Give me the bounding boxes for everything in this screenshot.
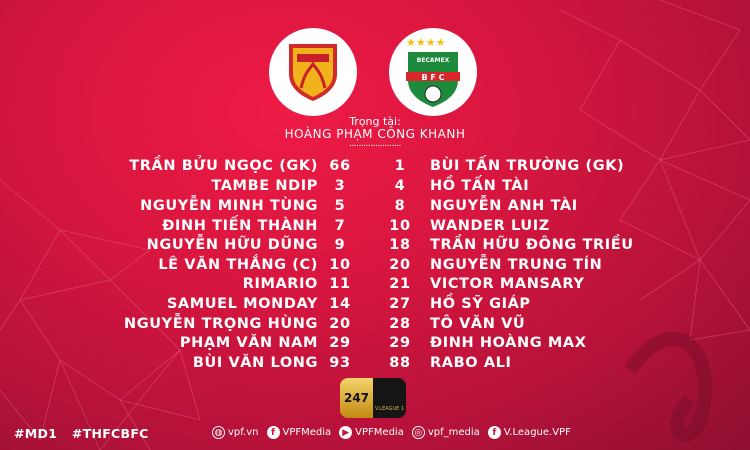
social-link[interactable]: f VPFMedia [266,426,332,439]
home-player-number: 11 [329,276,351,292]
home-player-name: NGUYỄN HỮU DŨNG [146,237,318,253]
home-player-name: RIMARIO [242,276,318,292]
home-player-name: BÙI VĂN LONG [192,355,318,371]
social-links: ◍ vpf.vn f VPFMedia ▶ VPFMedia ◎ vpf_media f V.Le… [212,426,571,439]
lineup-row: TRẦN BỬU NGỌC (GK) 66 1 BÙI TẤN TRƯỜNG (GK) [0,158,750,178]
home-player-number: 66 [329,158,351,174]
away-player-name: BÙI TẤN TRƯỜNG (GK) [430,158,625,174]
svg-text:BECAMEX: BECAMEX [417,57,450,64]
youtube-icon: ▶ [339,426,353,439]
becamex-binh-duong-logo: ★★★★ BECAMEX B F C [406,36,460,107]
globe-icon: ◍ [212,426,225,439]
home-player-name: TAMBE NDIP [211,178,318,194]
away-player-name: HỒ SỸ GIÁP [430,296,531,312]
home-player-name: TRẦN BỬU NGỌC (GK) [129,158,318,174]
away-player-name: ĐINH HOÀNG MAX [430,335,587,351]
away-player-name: HỒ TẤN TÀI [430,178,530,194]
lineup-row: BÙI VĂN LONG 93 88 RABO ALI [0,355,750,375]
away-player-name: RABO ALI [430,355,512,371]
lineup-row: NGUYỄN TRỌNG HÙNG 20 28 TÔ VĂN VŨ [0,316,750,336]
social-label: vpf.vn [228,427,259,438]
away-player-name: WANDER LUIZ [430,218,550,234]
home-player-number: 9 [334,237,346,253]
social-link[interactable]: ◎ vpf_media [411,426,480,439]
home-player-name: SAMUEL MONDAY [166,296,318,312]
social-link[interactable]: ▶ VPFMedia [339,426,404,439]
instagram-icon: ◎ [411,426,425,439]
hashtag: #THFCBFC [71,426,149,441]
referee-name: HOÀNG PHẠM CÔNG KHANH [284,127,466,141]
away-player-number: 8 [394,198,406,214]
home-player-number: 14 [329,296,351,312]
home-player-number: 3 [334,178,346,194]
away-player-number: 29 [389,335,411,351]
lineup-row: PHẠM VĂN NAM 29 29 ĐINH HOÀNG MAX [0,335,750,355]
home-player-number: 29 [329,335,351,351]
lineup-row: SAMUEL MONDAY 14 27 HỒ SỸ GIÁP [0,296,750,316]
social-link[interactable]: ◍ vpf.vn [212,426,259,439]
lineup-row: ĐINH TIẾN THÀNH 7 10 WANDER LUIZ [0,218,750,238]
away-player-name: NGUYỄN ANH TÀI [430,198,578,214]
home-player-name: PHẠM VĂN NAM [179,335,318,351]
thanh-hoa-logo [289,44,337,101]
referee-label: Trọng tài: [349,115,401,128]
home-player-number: 20 [329,316,351,332]
home-player-name: NGUYỄN MINH TÙNG [140,198,318,214]
separator: ...................... [349,139,401,149]
facebook-icon: f [487,426,501,439]
home-player-number: 7 [334,218,346,234]
sponsor-logo: 247 V.LEAGUE 1 [340,378,406,418]
svg-text:★★★★: ★★★★ [406,36,446,49]
away-player-name: TRẦN HỮU ĐÔNG TRIỀU [430,237,634,253]
away-player-number: 10 [389,218,411,234]
home-player-number: 93 [329,355,351,371]
away-player-number: 1 [394,158,406,174]
away-player-number: 27 [389,296,411,312]
social-link[interactable]: f V.League.VPF [487,426,571,439]
lineup-row: NGUYỄN HỮU DŨNG 9 18 TRẦN HỮU ĐÔNG TRIỀU [0,237,750,257]
hashtag: #MD1 [14,426,58,441]
home-team-crest [269,28,357,116]
lineup-row: NGUYỄN MINH TÙNG 5 8 NGUYỄN ANH TÀI [0,198,750,218]
away-team-crest: ★★★★ BECAMEX B F C [389,28,477,116]
away-player-name: VICTOR MANSARY [430,276,585,292]
svg-text:B F C: B F C [421,73,444,82]
home-player-number: 10 [329,257,351,273]
away-player-number: 21 [389,276,411,292]
facebook-icon: f [266,426,280,439]
away-player-number: 88 [389,355,411,371]
home-player-name: ĐINH TIẾN THÀNH [162,218,318,234]
social-label: vpf_media [427,427,480,438]
lineup-row: LÊ VĂN THẮNG (C) 10 20 NGUYỄN TRUNG TÍN [0,257,750,277]
away-player-number: 20 [389,257,411,273]
home-player-name: NGUYỄN TRỌNG HÙNG [123,316,318,332]
away-player-number: 4 [394,178,406,194]
away-player-number: 18 [389,237,411,253]
home-player-number: 5 [334,198,346,214]
social-label: VPFMedia [282,427,332,438]
lineup-row: RIMARIO 11 21 VICTOR MANSARY [0,276,750,296]
social-label: V.League.VPF [503,427,571,438]
social-label: VPFMedia [355,427,404,438]
home-player-name: LÊ VĂN THẮNG (C) [158,257,318,273]
away-player-name: NGUYỄN TRUNG TÍN [430,257,603,273]
hashtags: #MD1 #THFCBFC [14,426,159,441]
lineup-row: TAMBE NDIP 3 4 HỒ TẤN TÀI [0,178,750,198]
away-player-number: 28 [389,316,411,332]
away-player-name: TÔ VĂN VŨ [430,316,526,332]
